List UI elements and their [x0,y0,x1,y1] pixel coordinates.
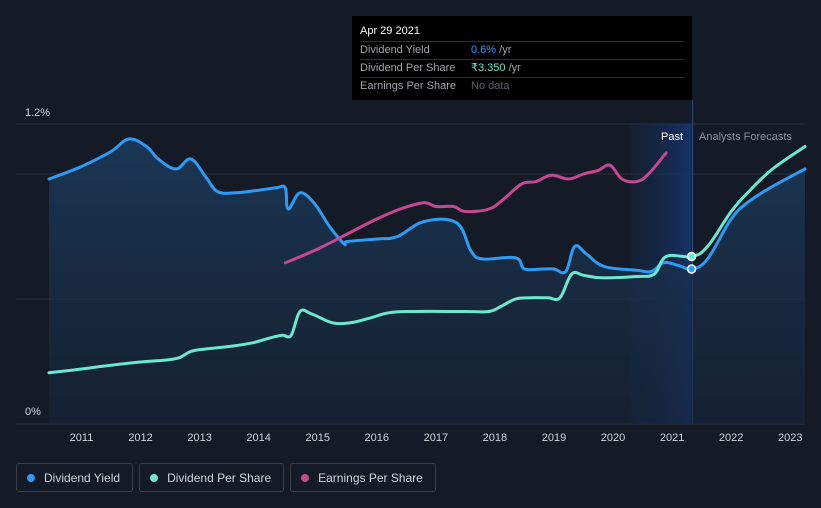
x-tick-2016: 2016 [365,432,389,444]
x-axis-ticks: 2011 2012 2013 2014 2015 2016 2017 2018 2019 2020… [70,432,803,444]
legend-label-earnings-per-share: Earnings Per Share [318,470,423,485]
x-tick-2020: 2020 [601,432,625,444]
tooltip-row-eps: Earnings Per Share No data [360,78,684,95]
legend-label-dividend-yield: Dividend Yield [44,470,121,485]
tooltip: Apr 29 2021 Dividend Yield 0.6% /yr Divi… [352,16,692,100]
tooltip-dps-unit: /yr [505,62,521,74]
legend: Dividend Yield Dividend Per Share Earnin… [16,463,436,492]
tooltip-eps-label: Earnings Per Share [360,80,456,92]
line-dividend-per-share [47,145,807,375]
x-tick-2023: 2023 [778,432,802,444]
legend-label-dividend-per-share: Dividend Per Share [167,470,272,485]
marker-dividend-yield [686,264,697,274]
past-label: Past [661,131,683,143]
x-tick-2015: 2015 [305,432,329,444]
x-tick-2012: 2012 [128,432,152,444]
legend-item-dividend-yield[interactable]: Dividend Yield [16,463,134,492]
tooltip-yield-label: Dividend Yield [360,44,430,56]
y-tick-top: 1.2% [25,107,50,119]
x-tick-2014: 2014 [246,432,270,444]
tooltip-date: Apr 29 2021 [360,21,684,42]
series-markers [686,251,697,274]
x-tick-2013: 2013 [187,432,211,444]
tooltip-dps-value: ₹3.350 [471,62,506,74]
series-areas [49,138,805,424]
x-tick-2021: 2021 [660,432,684,444]
x-tick-2017: 2017 [424,432,448,444]
tooltip-yield-value: 0.6% [471,44,497,56]
tooltip-row-yield: Dividend Yield 0.6% /yr [360,42,684,60]
legend-dot-earnings-per-share [301,473,310,482]
legend-item-dividend-per-share[interactable]: Dividend Per Share [139,463,285,492]
y-tick-zero: 0% [25,406,41,418]
x-tick-2018: 2018 [483,432,507,444]
tooltip-yield-unit: /yr [496,44,512,56]
axis-labels: 1.2% 0% Past Analysts Forecasts [25,107,792,418]
tooltip-row-dps: Dividend Per Share ₹3.350 /yr [360,60,684,78]
x-tick-2022: 2022 [719,432,743,444]
legend-item-earnings-per-share[interactable]: Earnings Per Share [290,463,436,492]
area-dividend-yield [49,138,805,424]
legend-dot-dividend-yield [27,473,35,482]
marker-dividend-per-share [686,251,697,262]
x-tick-2019: 2019 [542,432,566,444]
series-lines [47,137,807,375]
forecast-label: Analysts Forecasts [699,131,792,143]
line-earnings-per-share [283,151,668,265]
tooltip-eps-value: No data [471,80,510,92]
tooltip-dps-label: Dividend Per Share [360,62,456,74]
x-tick-2011: 2011 [70,432,94,444]
legend-dot-dividend-per-share [150,473,159,482]
